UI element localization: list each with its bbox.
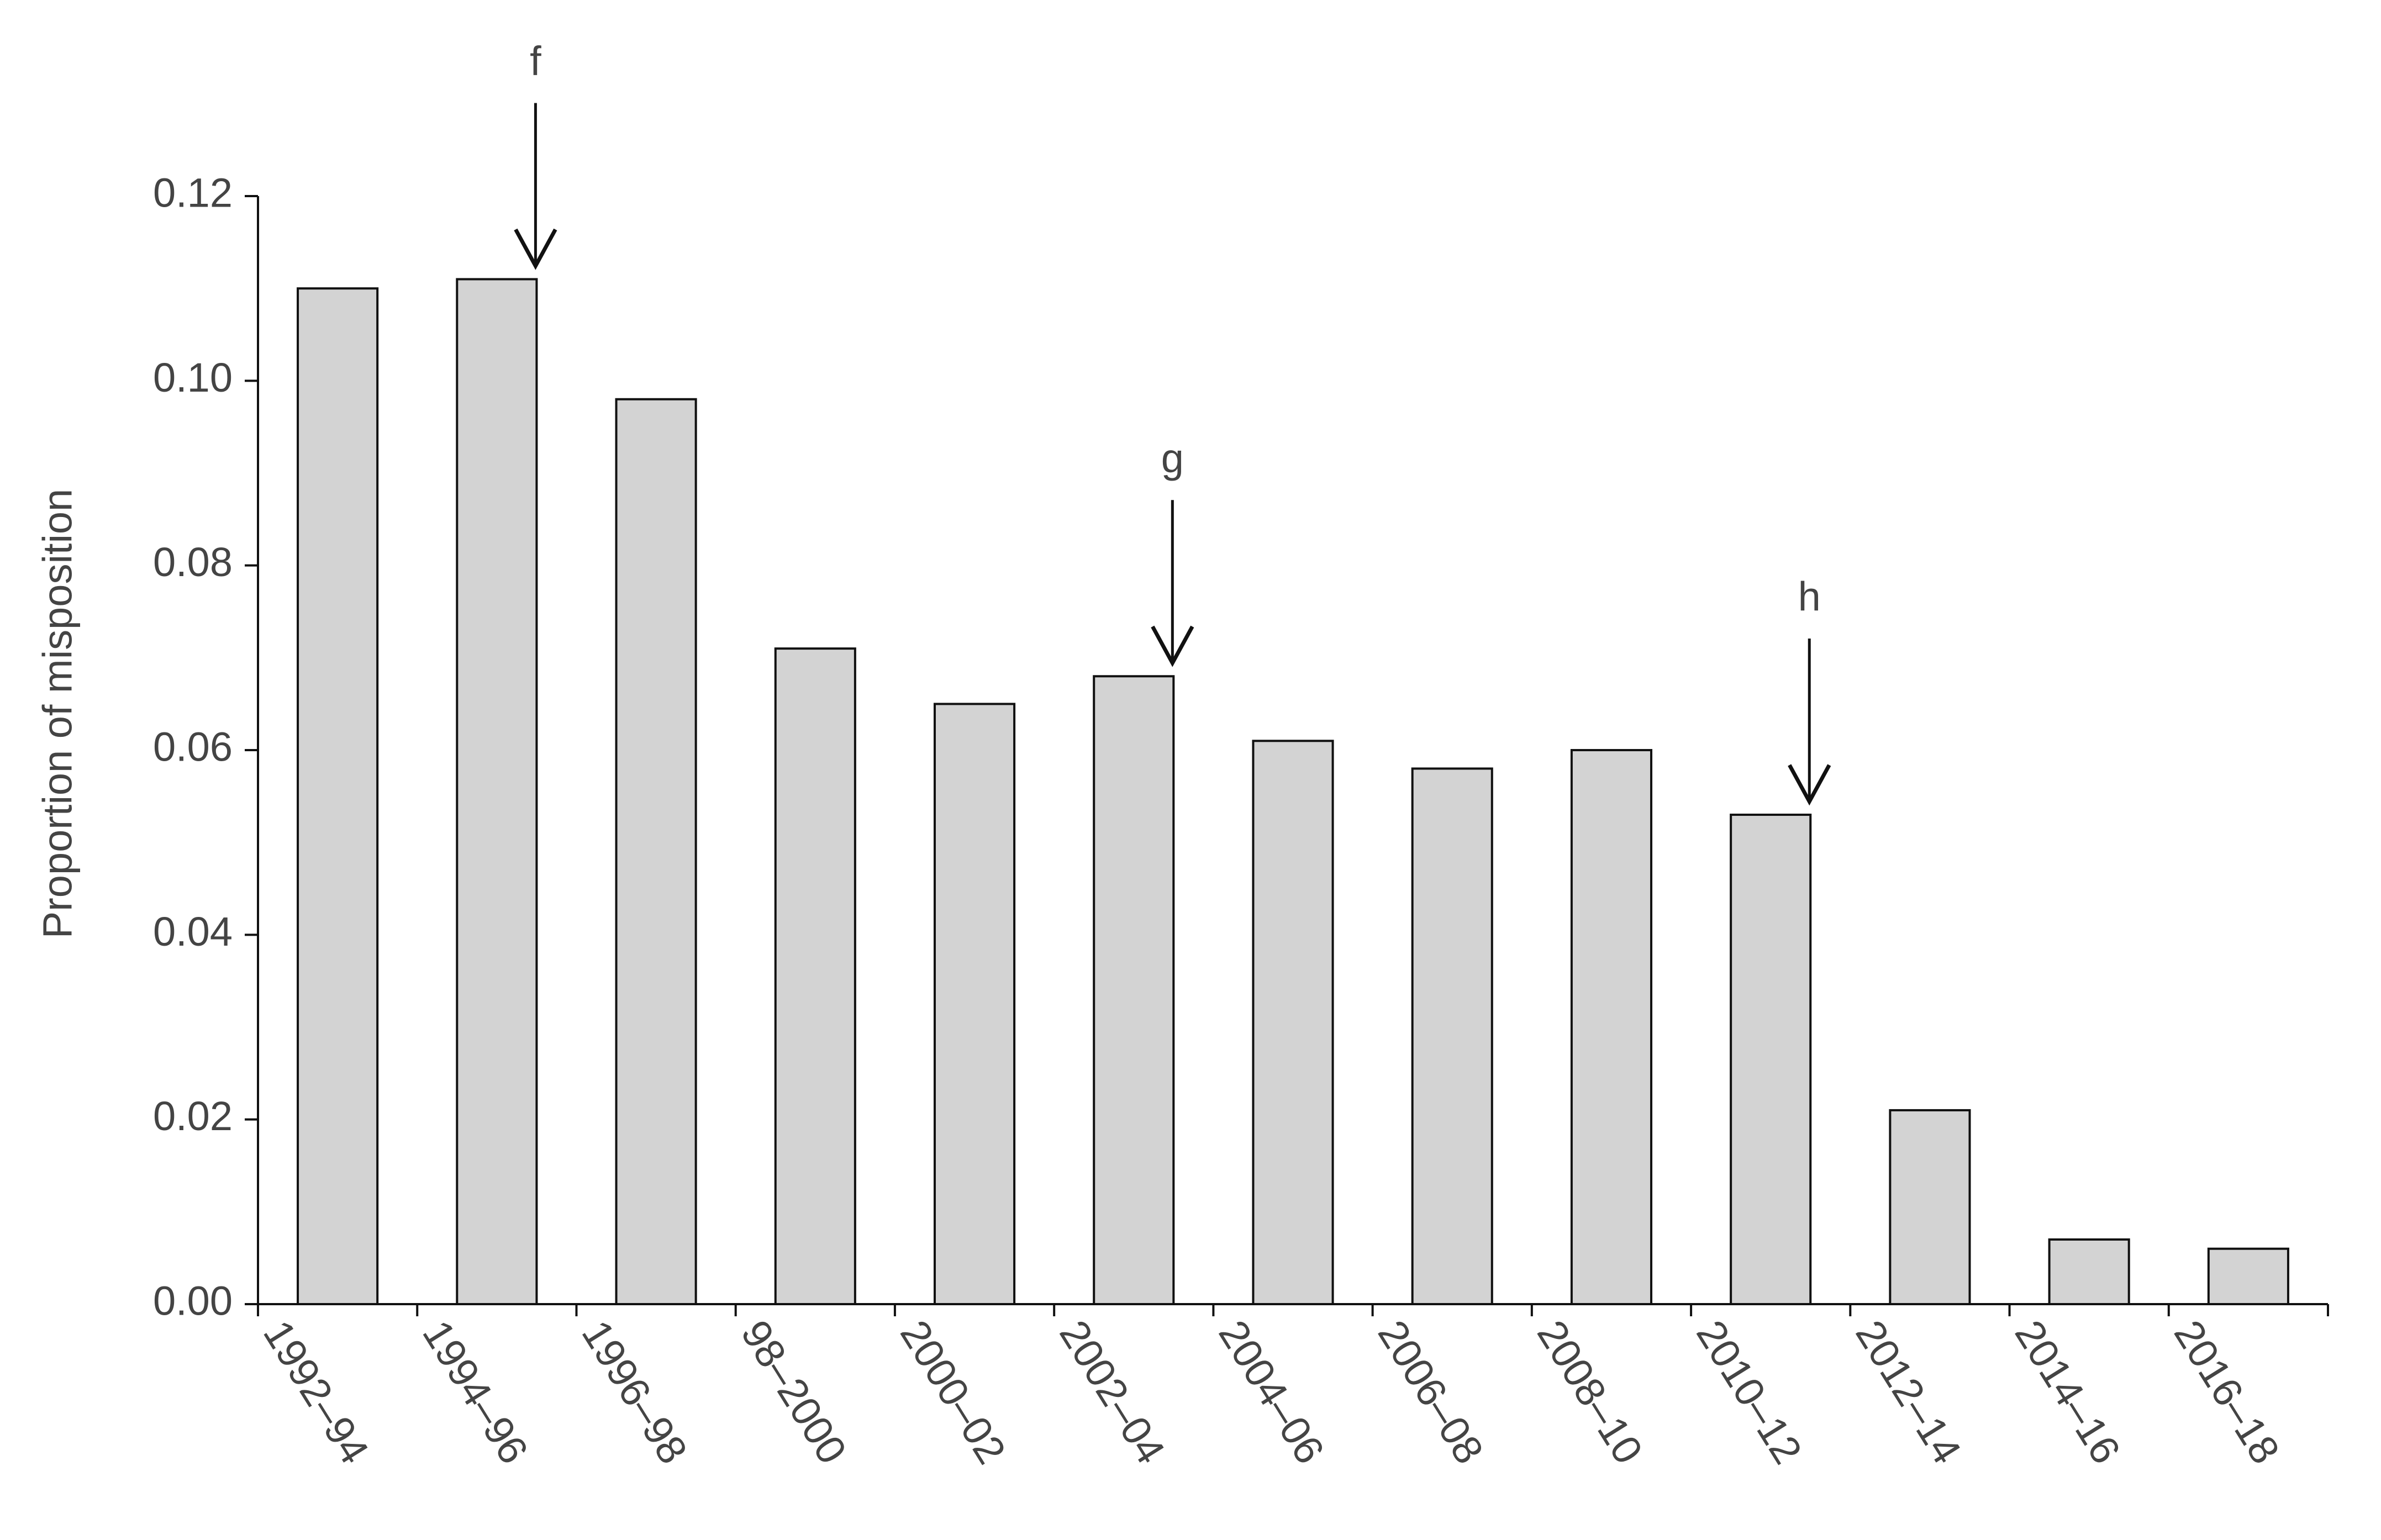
bar [1252,740,1334,1305]
x-tick-label: 2006–08 [1369,1312,1493,1472]
bar [1093,675,1175,1305]
bar [1411,767,1493,1305]
y-tick-label: 0.06 [153,724,233,770]
bar [615,398,697,1305]
y-tick-label: 0.08 [153,539,233,585]
bar [1730,814,1812,1306]
x-tick-label: 2000–02 [892,1312,1015,1472]
x-tick-label: 1994–96 [414,1312,537,1472]
bar [2048,1238,2130,1306]
annotation-label: f [530,38,541,84]
x-tick-label: 2014–16 [2006,1312,2130,1472]
x-tick-label: 98–2000 [733,1312,856,1472]
annotation-arrowhead [514,228,557,270]
annotation-arrowhead [1151,625,1194,667]
bar [456,278,538,1306]
y-axis-label: Proportion of misposition [35,489,81,938]
y-tick-label: 0.00 [153,1278,233,1324]
x-tick-label: 1992–94 [255,1312,378,1472]
y-tick-label: 0.12 [153,170,233,216]
y-tick-label: 0.04 [153,909,233,954]
x-tick-label: 2002–04 [1051,1312,1174,1472]
y-tick-label: 0.10 [153,355,233,400]
x-tick-label: 2016–18 [2166,1312,2289,1472]
x-tick-label: 2010–12 [1688,1312,1811,1472]
bar [774,647,856,1305]
annotation-label: h [1798,574,1821,620]
bar [297,287,379,1306]
annotation-arrowhead [1788,764,1831,806]
bar [1889,1109,1971,1305]
bar [933,703,1016,1305]
annotation-label: g [1161,435,1184,481]
x-tick-label: 1996–98 [573,1312,696,1472]
x-tick-label: 2008–10 [1529,1312,1652,1472]
bar [1570,749,1653,1305]
x-tick-label: 2012–14 [1847,1312,1970,1472]
bar [2207,1247,2289,1305]
y-tick-label: 0.02 [153,1093,233,1139]
x-tick-label: 2004–06 [1210,1312,1333,1472]
